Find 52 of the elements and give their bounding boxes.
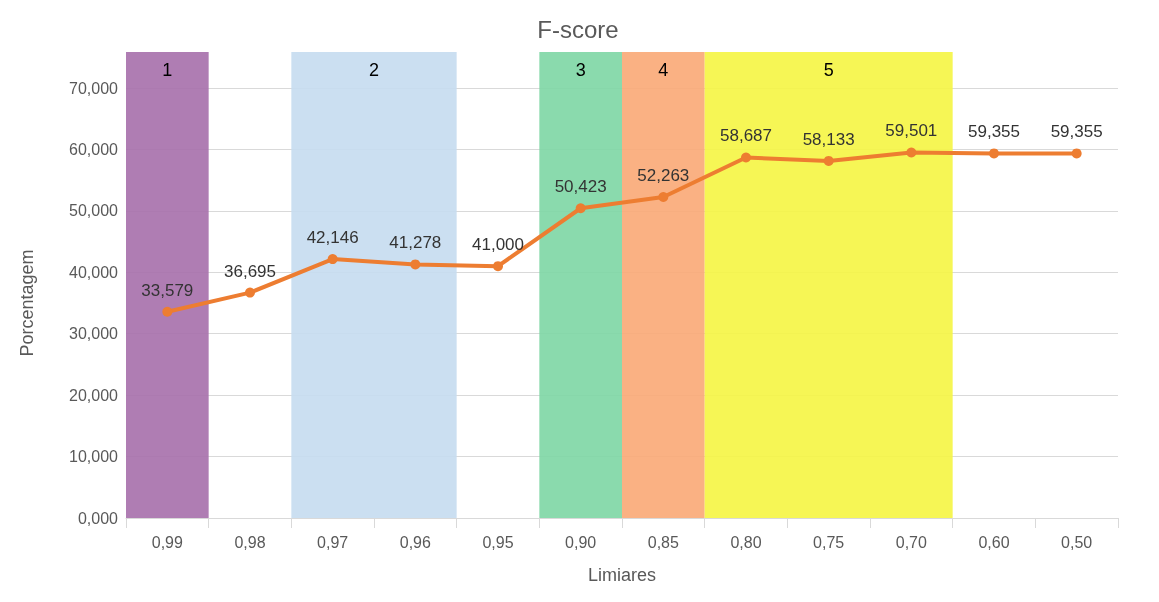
y-tick-label: 20,000 [69,386,119,404]
point [575,203,586,214]
x-tick-label: 0,90 [565,533,597,551]
x-tick-label: 0,60 [978,533,1010,551]
x-tick-label: 0,80 [730,533,762,551]
point [410,259,421,270]
y-tick-label: 50,000 [69,202,119,220]
point [989,148,999,159]
x-tick-label: 0,98 [234,533,266,551]
data-label: 33,579 [141,280,194,300]
y-axis-title: Porcentagem [17,249,37,357]
x-tick-label: 0,75 [813,533,845,551]
y-tick-label: 30,000 [69,325,119,343]
x-axis-title: Limiares [587,565,657,585]
y-tick-label: 60,000 [69,140,119,158]
point [741,152,751,163]
data-label: 59,355 [1050,122,1103,142]
data-label: 59,355 [968,122,1020,142]
data-label: 42,146 [306,228,359,248]
y-tick-label: 10,000 [69,448,119,466]
point [1071,148,1082,159]
x-tick-label: 0,50 [1061,533,1093,551]
band-label: 5 [823,60,834,80]
x-tick-label: 0,95 [482,533,514,551]
point [906,147,917,158]
data-label: 41,000 [472,235,524,255]
data-label: 58,687 [720,126,772,146]
data-label: 52,263 [637,165,690,185]
band-label: 4 [658,60,669,80]
x-tick-label: 0,70 [895,533,928,551]
point [493,261,503,272]
data-label: 50,423 [554,177,607,197]
x-tick-label: 0,97 [317,533,349,551]
point [162,306,173,317]
data-label: 58,133 [802,129,855,149]
point [245,287,255,298]
y-tick-label: 0,000 [77,509,119,527]
data-label: 59,501 [885,121,938,141]
chart-title: F-score [537,15,619,43]
band-label: 1 [162,60,173,80]
y-tick-label: 40,000 [69,263,119,281]
y-tick-label: 70,000 [69,79,119,97]
data-label: 41,278 [389,233,442,253]
x-tick-label: 0,85 [647,533,680,551]
band-label: 2 [368,60,380,80]
point [823,155,834,166]
band-label: 3 [575,60,586,80]
data-label: 36,695 [224,261,276,281]
point [327,254,338,265]
point [658,191,669,202]
x-tick-label: 0,96 [399,533,432,551]
x-tick-label: 0,99 [151,533,184,551]
